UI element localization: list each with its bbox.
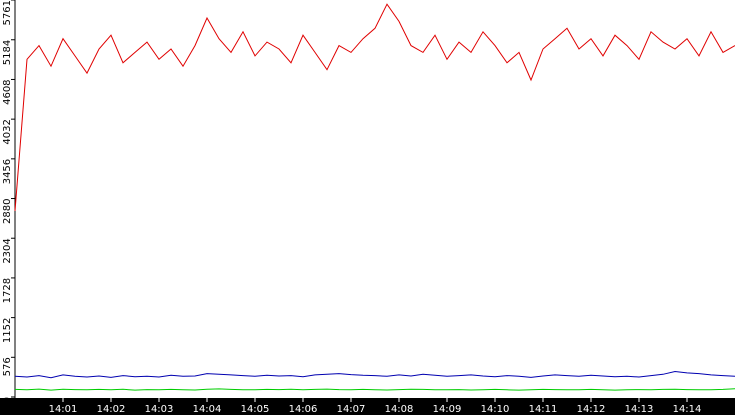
y-tick-label: 0 [2, 397, 13, 403]
series-line [14, 370, 735, 379]
x-tick-label: 14:13 [625, 404, 654, 415]
y-tick-label: 4032 [2, 119, 13, 144]
x-tick-label: 14:02 [97, 404, 126, 415]
series-line [14, 3, 735, 211]
x-tick-label: 14:03 [145, 404, 174, 415]
x-tick-label: 14:04 [193, 404, 222, 415]
x-tick-label: 14:12 [577, 404, 606, 415]
y-tick-label: 4608 [2, 79, 13, 104]
x-tick-label: 14:01 [49, 404, 78, 415]
y-tick-label: 2304 [2, 238, 13, 263]
y-tick-label: 5761 [2, 0, 13, 25]
x-tick-label: 14:05 [241, 404, 270, 415]
y-tick-label: 2880 [2, 199, 13, 224]
x-tick-label: 14:14 [673, 404, 702, 415]
y-tick-label: 1152 [2, 318, 13, 343]
y-tick-label: 3456 [2, 159, 13, 184]
x-tick-label: 14:06 [289, 404, 318, 415]
y-tick-label: 5184 [2, 40, 13, 65]
x-tick-label: 14:08 [385, 404, 414, 415]
x-axis-band [0, 398, 735, 415]
series-line [14, 388, 735, 391]
x-tick-label: 14:07 [337, 404, 366, 415]
x-tick-label: 14:11 [529, 404, 558, 415]
x-tick-label: 14:10 [481, 404, 510, 415]
y-tick-label: 1728 [2, 278, 13, 303]
y-tick-label: 576 [2, 357, 13, 376]
x-tick-label: 14:09 [433, 404, 462, 415]
